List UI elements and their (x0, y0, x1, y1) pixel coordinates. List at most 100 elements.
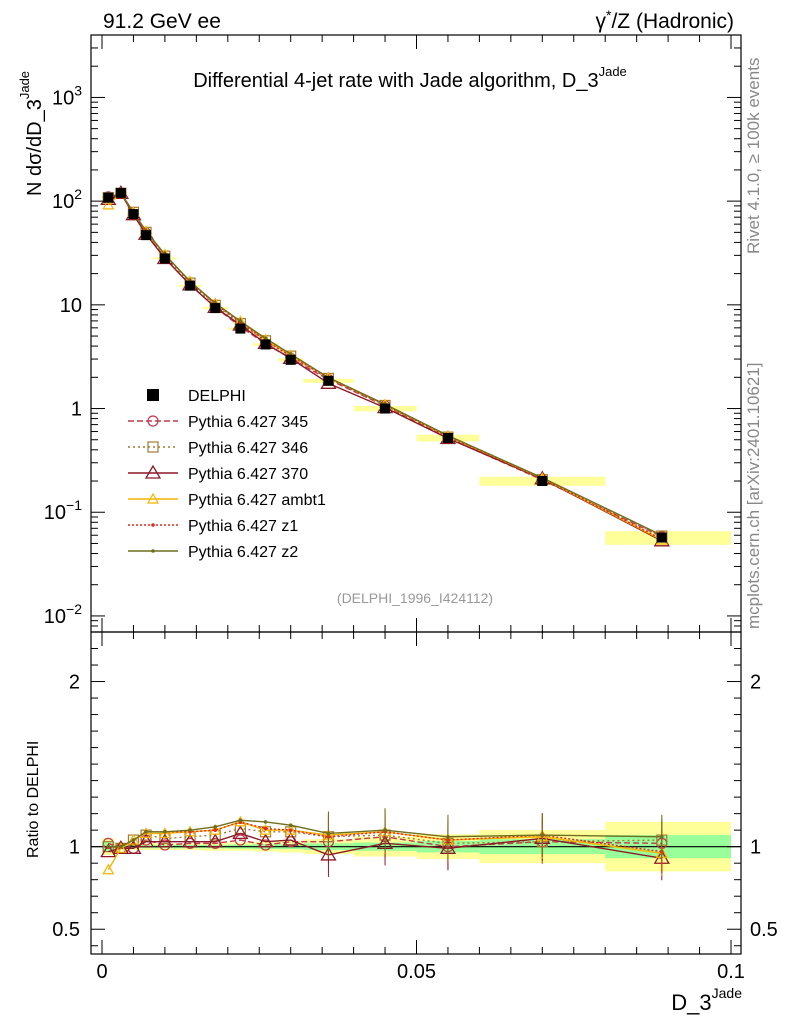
data-point (260, 339, 271, 350)
series-line-p370 (107, 192, 663, 542)
legend-marker-ambt1 (146, 492, 160, 504)
ratio-point-z2 (119, 844, 123, 849)
legend-label: Pythia 6.427 ambt1 (188, 492, 326, 509)
main-y-tick-label: 10−2 (44, 601, 82, 628)
ratio-point-ambt1 (158, 827, 171, 839)
ratio-y-tick-labels: 0.5 0.5 1 1 2 2 (52, 672, 778, 942)
ratio-point-z2 (446, 834, 450, 839)
ratio-point-p370 (282, 831, 299, 846)
ratio-point-p345 (234, 834, 246, 846)
data-point (235, 323, 246, 334)
ratio-y-tick-label-right: 2 (750, 672, 761, 694)
ratio-y-tick-label-right: 1 (750, 837, 761, 859)
main-y-axis-label: N dσ/dD_3Jade (17, 71, 46, 196)
x-tick-label: 0 (96, 961, 107, 983)
data-point (323, 375, 334, 386)
ratio-y-axis-label: Ratio to DELPHI (25, 741, 42, 858)
legend-marker-data (147, 389, 159, 401)
series-point-z2 (238, 319, 243, 324)
ratio-point-z2 (238, 818, 243, 823)
x-tick-label: 0.05 (397, 961, 436, 983)
data-point (185, 280, 196, 291)
ratio-point-z2 (188, 828, 192, 832)
ratio-point-p370 (100, 843, 117, 858)
ratio-point-z2 (213, 825, 218, 829)
chart-title: Differential 4-jet rate with Jade algori… (193, 64, 627, 92)
ratio-point-z2 (383, 828, 387, 832)
ratio-point-z2 (660, 834, 664, 839)
ratio-series-group (100, 808, 670, 881)
legend-label: DELPHI (188, 388, 246, 405)
x-tick-labels: 0 0.05 0.1 (96, 961, 744, 983)
ratio-point-ambt1 (114, 842, 127, 853)
data-point (537, 476, 548, 487)
data-point (141, 230, 152, 241)
data-point (159, 253, 170, 264)
ratio-y-tick-label-right: 0.5 (750, 919, 778, 941)
data-point (210, 303, 221, 314)
main-band-outer (605, 531, 731, 545)
legend-marker-z2 (151, 549, 155, 553)
ratio-point-z1 (213, 828, 218, 832)
legend-label: Pythia 6.427 z1 (188, 518, 298, 535)
x-axis-label: D_3Jade (671, 985, 742, 1015)
legend-marker-p345 (147, 415, 159, 427)
mcplots-label: mcplots.cern.ch [arXiv:2401.10621] (744, 363, 763, 629)
data-point (103, 192, 114, 203)
legend-label: Pythia 6.427 z2 (188, 544, 298, 561)
ratio-axis-ticks (91, 632, 741, 954)
ratio-y-tick-label-left: 0.5 (52, 919, 80, 941)
ratio-point-p345 (159, 839, 171, 851)
ratio-point-z2 (131, 838, 136, 842)
ratio-point-z2 (263, 820, 268, 824)
main-y-tick-label: 1 (71, 399, 82, 421)
series-line-z1 (108, 192, 663, 540)
data-point (380, 403, 391, 414)
ratio-point-z2 (106, 844, 111, 849)
ratio-point-z2 (144, 830, 148, 834)
ratio-point-p370 (125, 840, 142, 854)
ratio-point-p345 (259, 839, 272, 851)
data-point (442, 432, 453, 443)
legend-label: Pythia 6.427 345 (188, 414, 308, 431)
ratio-panel-frame (90, 631, 742, 955)
ratio-point-z2 (540, 833, 545, 837)
ratio-point-z2 (163, 830, 167, 834)
series-point-z2 (263, 336, 268, 341)
ratio-point-ambt1 (284, 823, 297, 835)
ratio-point-ambt1 (259, 823, 272, 835)
ratio-point-p370 (232, 825, 249, 840)
ratio-point-z1 (263, 826, 268, 831)
header-right: γ*/Z (Hadronic) (596, 7, 734, 33)
data-point (128, 209, 139, 220)
series-line-ambt1 (107, 192, 663, 541)
analysis-annotation: (DELPHI_1996_I424112) (337, 590, 493, 606)
ratio-point-p370 (207, 833, 224, 848)
ratio-point-p370 (181, 833, 199, 848)
ratio-point-p370 (137, 833, 155, 848)
ratio-point-p370 (320, 846, 337, 861)
data-point (285, 354, 296, 365)
ratio-point-z1 (288, 828, 293, 832)
main-axis-ticks (91, 34, 741, 633)
legend-marker-p370 (144, 464, 162, 479)
legend-marker-z1 (151, 523, 155, 527)
ratio-line-p346 (108, 827, 662, 850)
ratio-point-ambt1 (102, 863, 115, 875)
legend-marker-p346 (147, 441, 159, 453)
ratio-point-ambt1 (127, 833, 140, 845)
ratio-y-tick-label-left: 1 (69, 837, 80, 859)
main-y-tick-labels: 10−2 10−1 1 10 102 103 (44, 82, 82, 628)
ratio-point-p370 (156, 833, 174, 848)
ratio-point-p370 (257, 833, 274, 848)
legend-label: Pythia 6.427 346 (188, 440, 308, 457)
x-tick-label: 0.1 (717, 961, 745, 983)
main-series-group (100, 185, 670, 547)
legend-label: Pythia 6.427 370 (188, 466, 308, 483)
ratio-point-z2 (288, 823, 293, 827)
main-y-tick-label: 10−1 (44, 497, 82, 524)
data-point (656, 532, 667, 543)
header-left: 91.2 GeV ee (103, 10, 221, 33)
series-point-ambt1 (102, 198, 115, 210)
